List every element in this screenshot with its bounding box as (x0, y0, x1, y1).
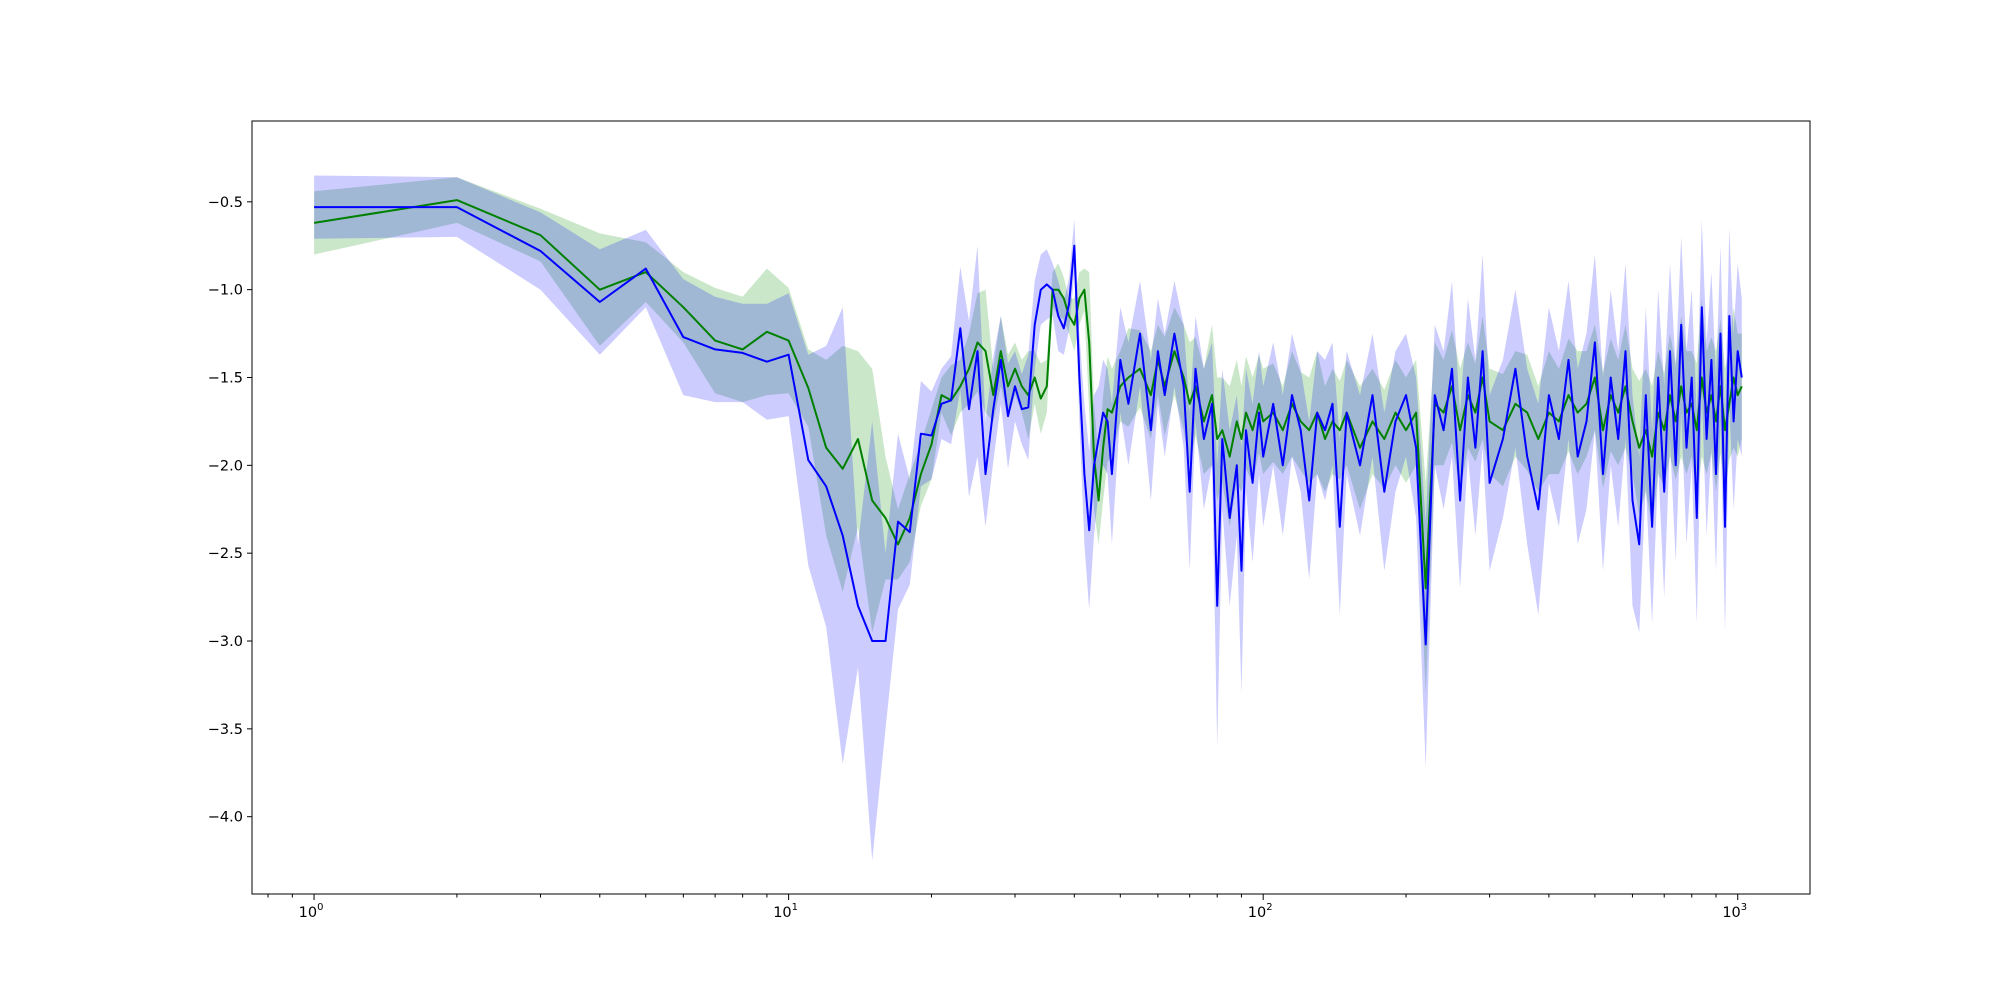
y-tick-label: −2.0 (208, 458, 243, 474)
x-tick-base: 10 (773, 905, 791, 921)
x-tick-exponent: 2 (1266, 902, 1272, 913)
confidence-bands (314, 175, 1742, 861)
y-tick-label: −0.5 (208, 195, 243, 211)
x-tick-label: 101 (773, 902, 798, 921)
series-1-line (313, 199, 1743, 590)
series-1-band (314, 177, 1742, 694)
series-2-band (314, 175, 1742, 861)
y-tick-label: −3.0 (208, 634, 243, 650)
x-tick-label: 100 (299, 902, 324, 921)
x-tick-base: 10 (1722, 905, 1740, 921)
y-tick-label: −2.5 (208, 546, 243, 562)
x-tick-exponent: 0 (317, 902, 323, 913)
series-lines (313, 199, 1743, 646)
x-tick-exponent: 3 (1741, 902, 1747, 913)
y-tick-label: −1.0 (208, 283, 243, 299)
x-axis: 100 101 102 103 (267, 894, 1747, 921)
x-tick-exponent: 1 (792, 902, 798, 913)
x-tick-base: 10 (299, 905, 317, 921)
plot-frame (251, 120, 1811, 895)
x-tick-label: 102 (1248, 902, 1273, 921)
y-axis: −0.5 −1.0 −1.5 −2.0 −2.5 −3.0 −3.5 −4.0 (208, 195, 252, 826)
y-tick-label: −4.0 (208, 810, 243, 826)
series-2-line (314, 206, 1743, 646)
x-tick-base: 10 (1248, 905, 1266, 921)
y-tick-label: −1.5 (208, 370, 243, 386)
x-tick-label: 103 (1722, 902, 1747, 921)
y-tick-label: −3.5 (208, 722, 243, 738)
